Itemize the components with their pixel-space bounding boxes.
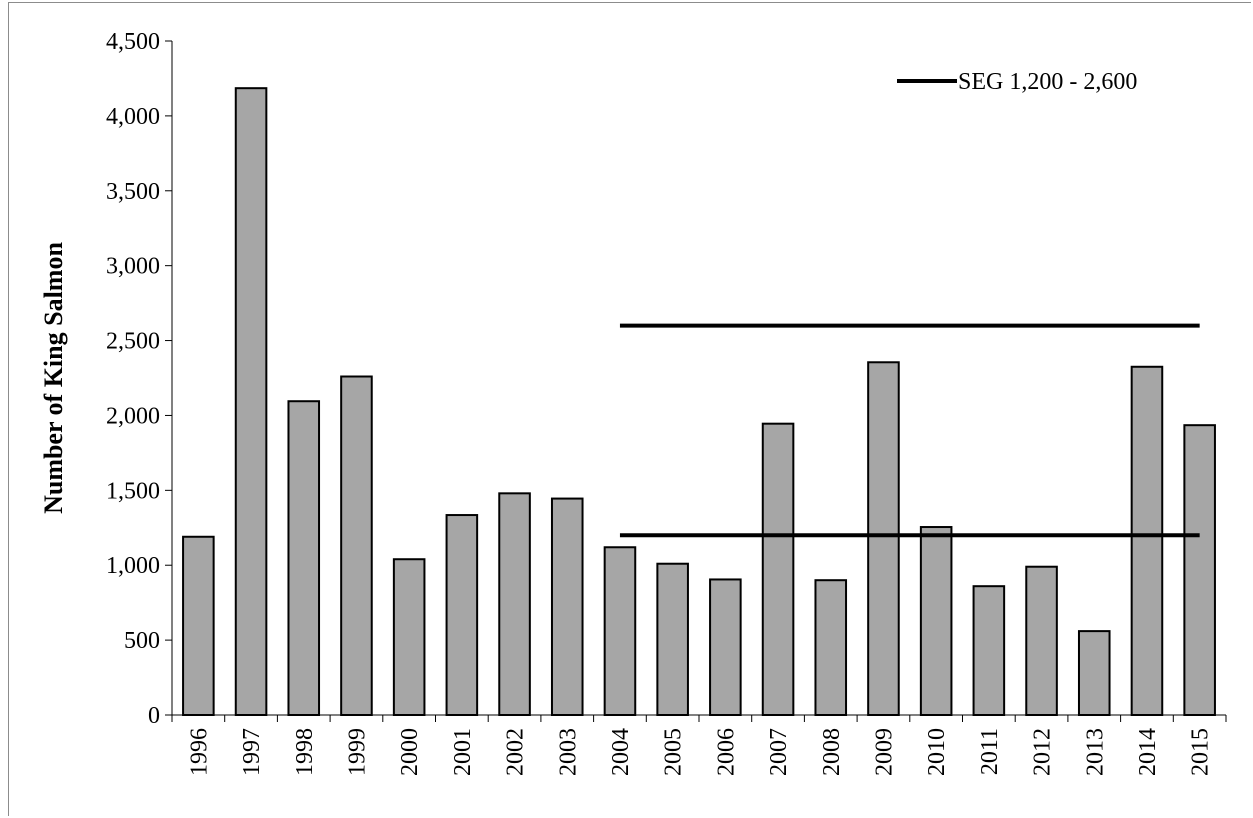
x-tick-label: 2000 xyxy=(397,728,423,776)
bar-2005 xyxy=(656,562,689,716)
bar-2000 xyxy=(392,558,426,716)
x-tick-label: 2004 xyxy=(608,728,634,776)
bar-1999 xyxy=(340,375,373,716)
legend: SEG 1,200 - 2,600 xyxy=(897,69,1137,95)
y-tick-label: 4,500 xyxy=(106,29,160,55)
y-axis: 0 500 1,000 1,500 2,000 2,500 3,000 3,500 4,000 4… xyxy=(106,29,173,729)
x-tick-label: 2010 xyxy=(924,728,950,776)
bar-1998 xyxy=(287,400,321,716)
bars-group xyxy=(182,87,1216,717)
x-tick-label: 2012 xyxy=(1030,728,1056,776)
y-tick-label: 0 xyxy=(148,703,160,729)
x-tick-label: 1998 xyxy=(292,728,318,776)
bar-2006 xyxy=(709,578,742,717)
x-tick-label: 2011 xyxy=(977,728,1003,775)
bar-2011 xyxy=(972,585,1006,716)
y-axis-title: Number of King Salmon xyxy=(39,242,68,514)
x-tick-label: 1999 xyxy=(345,728,371,776)
bar-2014 xyxy=(1130,365,1164,716)
bar-2009 xyxy=(867,361,900,716)
y-tick-label: 2,500 xyxy=(106,329,160,355)
bar-2015 xyxy=(1183,424,1216,716)
y-tick-label: 1,000 xyxy=(106,553,160,579)
y-tick-label: 3,500 xyxy=(106,179,160,205)
x-tick-label: 1997 xyxy=(239,728,265,776)
y-tick-label: 1,500 xyxy=(106,478,160,504)
y-tick-label: 500 xyxy=(124,628,160,654)
x-tick-label: 1996 xyxy=(186,728,212,776)
legend-seg-label: SEG 1,200 - 2,600 xyxy=(958,69,1137,95)
x-tick-label: 2014 xyxy=(1135,728,1161,776)
x-tick-label: 2006 xyxy=(713,728,739,776)
bar-2003 xyxy=(550,497,584,716)
x-tick-label: 2005 xyxy=(661,728,687,776)
x-tick-label: 2015 xyxy=(1188,728,1214,776)
seg-lines-group xyxy=(619,323,1200,538)
x-tick-label: 2001 xyxy=(450,728,476,776)
x-tick-label: 2002 xyxy=(503,728,529,776)
bar-2008 xyxy=(814,579,848,717)
bar-1997 xyxy=(234,87,268,717)
chart-frame xyxy=(8,2,1251,816)
x-tick-label: 2003 xyxy=(555,728,581,776)
x-tick-label: 2009 xyxy=(872,728,898,776)
bar-2013 xyxy=(1077,630,1111,716)
y-tick-label: 3,000 xyxy=(106,254,160,280)
bar-2001 xyxy=(445,514,479,716)
x-axis: 1996 1997 1998 1999 2000 2001 2002 2003 2004 2005… xyxy=(171,714,1227,776)
bar-2004 xyxy=(603,546,637,716)
x-tick-label: 2013 xyxy=(1082,728,1108,776)
bar-2002 xyxy=(498,492,531,716)
x-tick-label: 2008 xyxy=(819,728,845,776)
y-tick-label: 4,000 xyxy=(106,104,160,130)
bar-1996 xyxy=(182,535,215,717)
bar-2007 xyxy=(761,422,795,716)
bar-2012 xyxy=(1025,565,1058,716)
y-tick-label: 2,000 xyxy=(106,403,160,429)
bar-2010 xyxy=(919,526,953,717)
x-tick-label: 2007 xyxy=(766,728,792,776)
